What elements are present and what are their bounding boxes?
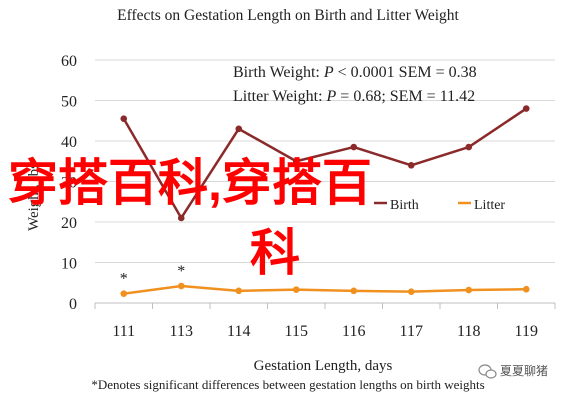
birth-stats-prefix: Birth Weight: — [233, 64, 324, 81]
data-point-litter — [407, 288, 415, 295]
legend-birth-label: Birth — [390, 198, 419, 213]
y-tick-label: 30 — [61, 175, 77, 192]
data-point-litter — [465, 286, 473, 294]
birth-stats-label: Birth Weight: P < 0.0001 SEM = 0.38 — [233, 64, 477, 81]
overlay-line-2: 科 — [250, 225, 300, 281]
wechat-icon — [478, 364, 497, 379]
significance-marker: * — [120, 271, 128, 288]
series-line-litter — [123, 284, 527, 295]
legend: Birth Litter — [374, 198, 505, 213]
x-tick-label: 117 — [400, 323, 423, 340]
data-point-birth — [120, 115, 128, 123]
birth-stats-p: P — [323, 64, 334, 81]
y-tick-label: 60 — [61, 53, 77, 70]
x-tick-label: 119 — [515, 323, 538, 340]
data-point-litter — [235, 287, 243, 295]
axes — [94, 302, 556, 309]
data-point-birth — [350, 143, 358, 151]
data-point-birth — [522, 105, 530, 112]
data-point-litter — [292, 286, 300, 293]
data-point-birth — [407, 162, 415, 169]
x-tick-label: 113 — [170, 323, 193, 340]
y-tick-label: 20 — [61, 215, 77, 232]
y-tick-label: 0 — [69, 296, 77, 313]
series-layer — [120, 105, 530, 297]
tick-labels: 0 10 20 30 40 50 60 111 113 114 115 116 117 118 119 — [61, 53, 538, 340]
litter-stats-prefix: Litter Weight: — [233, 88, 327, 105]
chart-title: Effects on Gestation Length on Birth and… — [117, 7, 459, 24]
footnote: *Denotes significant differences between… — [91, 377, 484, 392]
litter-stats-label: Litter Weight: P = 0.68; SEM = 11.42 — [233, 88, 475, 105]
overlay-line-1: 穿搭百科,穿搭百 — [8, 155, 372, 211]
data-point-birth — [465, 143, 473, 151]
data-point-birth — [177, 214, 185, 222]
y-axis-label: Weight, lbs — [26, 163, 42, 231]
significance-markers: * * — [120, 263, 186, 288]
legend-litter-label: Litter — [474, 198, 505, 213]
gridlines — [95, 59, 555, 263]
data-point-litter — [120, 290, 128, 297]
data-point-litter — [350, 287, 358, 295]
x-tick-label: 111 — [112, 323, 135, 340]
x-tick-label: 116 — [342, 323, 365, 340]
overlay-text: 穿搭百科,穿搭百 科 — [8, 155, 372, 281]
data-point-birth — [235, 125, 243, 133]
litter-stats-rest: = 0.68; SEM = 11.42 — [336, 88, 475, 105]
y-tick-label: 40 — [61, 134, 77, 151]
stats-annotation: Birth Weight: P < 0.0001 SEM = 0.38 Litt… — [233, 64, 477, 105]
series-line-birth — [122, 107, 527, 220]
birth-stats-rest: < 0.0001 SEM = 0.38 — [334, 64, 477, 81]
data-point-litter — [522, 285, 530, 293]
x-tick-label: 118 — [457, 323, 480, 340]
data-point-litter — [177, 282, 185, 290]
y-tick-label: 50 — [61, 94, 77, 111]
data-point-birth — [292, 157, 300, 165]
x-axis-label: Gestation Length, days — [254, 358, 393, 374]
x-tick-label: 115 — [285, 323, 308, 340]
significance-marker: * — [177, 263, 185, 280]
x-tick-label: 114 — [227, 323, 250, 340]
y-tick-label: 10 — [61, 256, 77, 273]
litter-stats-p: P — [326, 88, 337, 105]
watermark: 夏夏聊猪 — [478, 364, 548, 379]
watermark-text: 夏夏聊猪 — [500, 364, 548, 378]
